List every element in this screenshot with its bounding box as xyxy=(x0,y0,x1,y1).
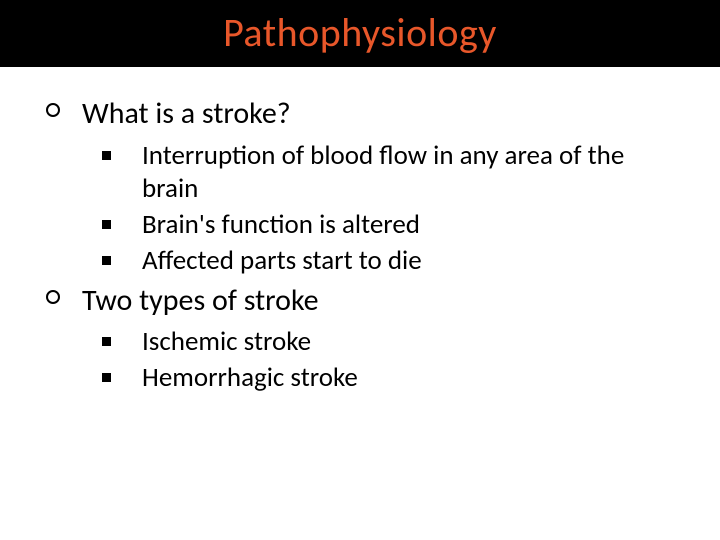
inner-item-text: Hemorrhagic stroke xyxy=(142,361,358,394)
list-item: Hemorrhagic stroke xyxy=(102,361,682,395)
square-bullet-icon xyxy=(102,337,111,346)
list-item: Brain's function is altered xyxy=(102,208,682,242)
title-bar: Pathophysiology xyxy=(0,0,720,67)
outer-item-text: Two types of stroke xyxy=(82,282,319,319)
circle-bullet-icon xyxy=(46,290,60,304)
list-item: Ischemic stroke xyxy=(102,325,682,359)
circle-bullet-icon xyxy=(46,103,60,117)
inner-item-text: Affected parts start to die xyxy=(142,244,422,277)
outer-item-text: What is a stroke? xyxy=(82,95,291,132)
list-item: Interruption of blood flow in any area o… xyxy=(102,139,682,207)
inner-item-text: Ischemic stroke xyxy=(142,325,311,358)
inner-list: Interruption of blood flow in any area o… xyxy=(102,139,682,278)
slide-content: What is a stroke? Interruption of blood … xyxy=(0,67,720,395)
square-bullet-icon xyxy=(102,220,111,229)
inner-item-text: Interruption of blood flow in any area o… xyxy=(142,139,624,206)
square-bullet-icon xyxy=(102,373,111,382)
slide-title: Pathophysiology xyxy=(0,8,720,57)
list-item: Two types of stroke Ischemic stroke Hemo… xyxy=(38,282,682,395)
list-item: Affected parts start to die xyxy=(102,244,682,278)
outer-list: What is a stroke? Interruption of blood … xyxy=(38,95,682,395)
square-bullet-icon xyxy=(102,256,111,265)
inner-list: Ischemic stroke Hemorrhagic stroke xyxy=(102,325,682,395)
square-bullet-icon xyxy=(102,151,111,160)
inner-item-text: Brain's function is altered xyxy=(142,208,420,241)
list-item: What is a stroke? Interruption of blood … xyxy=(38,95,682,278)
